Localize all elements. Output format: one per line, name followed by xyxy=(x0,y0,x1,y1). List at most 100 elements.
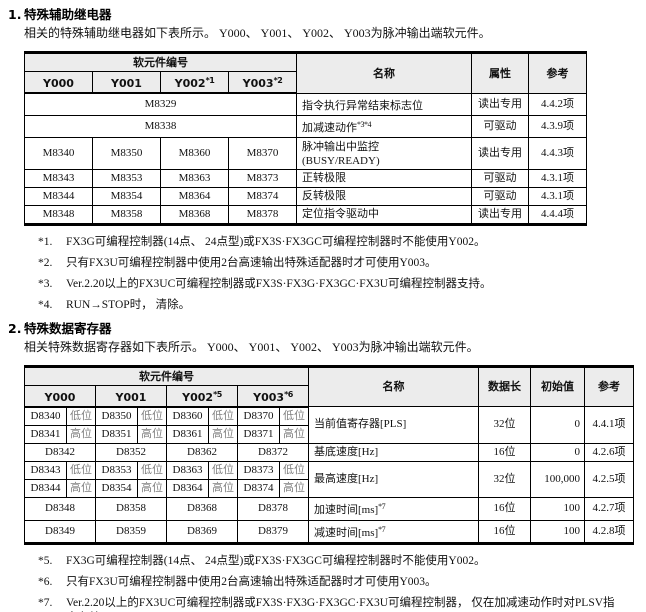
footnote: *4. RUN→STOP时， 清除。 xyxy=(38,298,638,313)
initial-value-cell: 100,000 xyxy=(530,460,585,498)
footnote-text: 只有FX3U可编程控制器中使用2台高速输出特殊适配器时才可使用Y003。 xyxy=(66,256,437,269)
table-2-header-group-row: 软元件编号 名称 数据长 初始值 参考 xyxy=(24,365,634,407)
attribute-cell: 读出专用 xyxy=(471,136,529,170)
attribute-column-header: 属性 xyxy=(471,52,529,94)
word-position-cell: 低位 xyxy=(279,406,309,426)
device-cell: M8378 xyxy=(228,204,297,225)
word-position-cell: 高位 xyxy=(137,424,167,444)
device-cell: D8351 xyxy=(95,424,138,444)
word-position-cell: 低位 xyxy=(66,460,96,480)
column-header-y002: Y002*1 xyxy=(160,71,229,94)
reference-cell: 4.4.2项 xyxy=(528,92,587,116)
column-header-y003: Y003*2 xyxy=(228,71,297,94)
reference-cell: 4.4.1项 xyxy=(584,406,634,444)
special-aux-relay-table: 软元件编号 名称 属性 参考 Y000 Y001 Y002*1 Y003*2 M… xyxy=(24,51,587,226)
reference-cell: 4.2.6项 xyxy=(584,442,634,462)
attribute-cell: 可驱动 xyxy=(471,168,529,188)
data-length-cell: 16位 xyxy=(478,442,531,462)
device-cell: M8373 xyxy=(228,168,297,188)
reference-cell: 4.3.1项 xyxy=(528,186,587,206)
footnote-text: 只有FX3U可编程控制器中使用2台高速输出特殊适配器时才可使用Y003。 xyxy=(66,575,437,588)
table-1-subheader-row: Y000 Y001 Y002*1 Y003*2 xyxy=(24,71,587,94)
data-length-cell: 32位 xyxy=(478,406,531,444)
device-cell: D8378 xyxy=(237,496,309,521)
data-length-cell: 32位 xyxy=(478,460,531,498)
device-cell: M8344 xyxy=(24,186,93,206)
footnote: *6. 只有FX3U可编程控制器中使用2台高速输出特殊适配器时才可使用Y003。 xyxy=(38,575,638,590)
device-cell: D8353 xyxy=(95,460,138,480)
device-number-group-header: 软元件编号 xyxy=(24,52,297,72)
word-position-cell: 低位 xyxy=(208,406,238,426)
section-2-title: 特殊数据寄存器 xyxy=(24,320,112,336)
device-cell: M8363 xyxy=(160,168,229,188)
section-1-intro: 相关的特殊辅助继电器如下表所示。 Y000、 Y001、 Y002、 Y003为… xyxy=(24,26,491,40)
table-row: D8348 D8358 D8368 D8378 加速时间[ms]*7 16位 1… xyxy=(24,496,634,521)
footnote-text: FX3G可编程控制器(14点、 24点型)或FX3S·FX3GC可编程控制器时不… xyxy=(66,235,486,248)
name-cell: 加速时间[ms]*7 xyxy=(308,496,479,521)
device-cell: M8364 xyxy=(160,186,229,206)
name-cell: 当前值寄存器[PLS] xyxy=(308,406,479,444)
reference-cell: 4.4.4项 xyxy=(528,204,587,225)
reference-column-header: 参考 xyxy=(584,365,634,407)
footnote-text: FX3G可编程控制器(14点、 24点型)或FX3S·FX3GC可编程控制器时不… xyxy=(66,554,486,567)
word-position-cell: 高位 xyxy=(66,424,96,444)
reference-cell: 4.3.9项 xyxy=(528,114,587,138)
device-cell: D8344 xyxy=(24,478,67,498)
attribute-cell: 读出专用 xyxy=(471,92,529,116)
device-cell: D8362 xyxy=(166,442,238,462)
reference-cell: 4.2.7项 xyxy=(584,496,634,521)
device-cell: D8364 xyxy=(166,478,209,498)
footnote-text: Ver.2.20以上的FX3UC可编程控制器或FX3S·FX3G·FX3GC·F… xyxy=(66,277,492,290)
footnote: *2. 只有FX3U可编程控制器中使用2台高速输出特殊适配器时才可使用Y003。 xyxy=(38,256,638,271)
device-cell: D8349 xyxy=(24,519,96,544)
device-cell: D8372 xyxy=(237,442,309,462)
attribute-cell: 可驱动 xyxy=(471,186,529,206)
device-cell: M8350 xyxy=(92,136,161,170)
footnote-marker: *5. xyxy=(38,554,53,567)
reference-cell: 4.2.5项 xyxy=(584,460,634,498)
device-cell: D8352 xyxy=(95,442,167,462)
device-cell: M8368 xyxy=(160,204,229,225)
section-2-intro: 相关特殊数据寄存器如下表所示。 Y000、 Y001、 Y002、 Y003为脉… xyxy=(24,339,479,354)
device-cell: M8374 xyxy=(228,186,297,206)
table-row: D8349 D8359 D8369 D8379 减速时间[ms]*7 16位 1… xyxy=(24,519,634,544)
word-position-cell: 高位 xyxy=(66,478,96,498)
device-cell: M8340 xyxy=(24,136,93,170)
footnote: *7. Ver.2.20以上的FX3UC可编程控制器或FX3S·FX3G·FX3… xyxy=(38,596,638,612)
column-header-y001: Y001 xyxy=(92,71,161,94)
footnote: *5. FX3G可编程控制器(14点、 24点型)或FX3S·FX3GC可编程控… xyxy=(38,554,638,569)
device-cell: D8363 xyxy=(166,460,209,480)
column-header-y001: Y001 xyxy=(95,384,167,408)
footnote: *3. Ver.2.20以上的FX3UC可编程控制器或FX3S·FX3G·FX3… xyxy=(38,277,638,292)
word-position-cell: 高位 xyxy=(137,478,167,498)
device-cell: D8373 xyxy=(237,460,280,480)
device-cell: M8338 xyxy=(24,114,297,138)
footnote-marker: *7. xyxy=(38,596,53,609)
device-cell: D8350 xyxy=(95,406,138,426)
table-row: D8342 D8352 D8362 D8372 基底速度[Hz] 16位 0 4… xyxy=(24,442,634,462)
device-cell: D8371 xyxy=(237,424,280,444)
word-position-cell: 高位 xyxy=(279,424,309,444)
initial-value-column-header: 初始值 xyxy=(530,365,585,407)
attribute-cell: 读出专用 xyxy=(471,204,529,225)
device-cell: M8329 xyxy=(24,92,297,116)
device-cell: M8360 xyxy=(160,136,229,170)
device-cell: M8343 xyxy=(24,168,93,188)
special-data-register-table: 软元件编号 名称 数据长 初始值 参考 Y000 Y001 Y002*5 Y00… xyxy=(24,364,634,545)
word-position-cell: 高位 xyxy=(208,424,238,444)
name-cell: 减速时间[ms]*7 xyxy=(308,519,479,544)
column-header-y002: Y002*5 xyxy=(166,384,238,408)
word-position-cell: 低位 xyxy=(66,406,96,426)
name-cell: 指令执行异常结束标志位 xyxy=(296,92,472,116)
reference-cell: 4.2.8项 xyxy=(584,519,634,544)
device-cell: D8348 xyxy=(24,496,96,521)
section-2-heading: 2. 特殊数据寄存器 xyxy=(8,321,638,337)
device-cell: M8353 xyxy=(92,168,161,188)
name-column-header: 名称 xyxy=(296,52,472,94)
section-1-title: 特殊辅助继电器 xyxy=(24,7,112,22)
word-position-cell: 低位 xyxy=(279,460,309,480)
device-cell: M8348 xyxy=(24,204,93,225)
table-row: M8329 指令执行异常结束标志位 读出专用 4.4.2项 xyxy=(24,92,587,116)
device-cell: D8379 xyxy=(237,519,309,544)
section-1-heading: 1. 特殊辅助继电器 xyxy=(8,7,638,23)
